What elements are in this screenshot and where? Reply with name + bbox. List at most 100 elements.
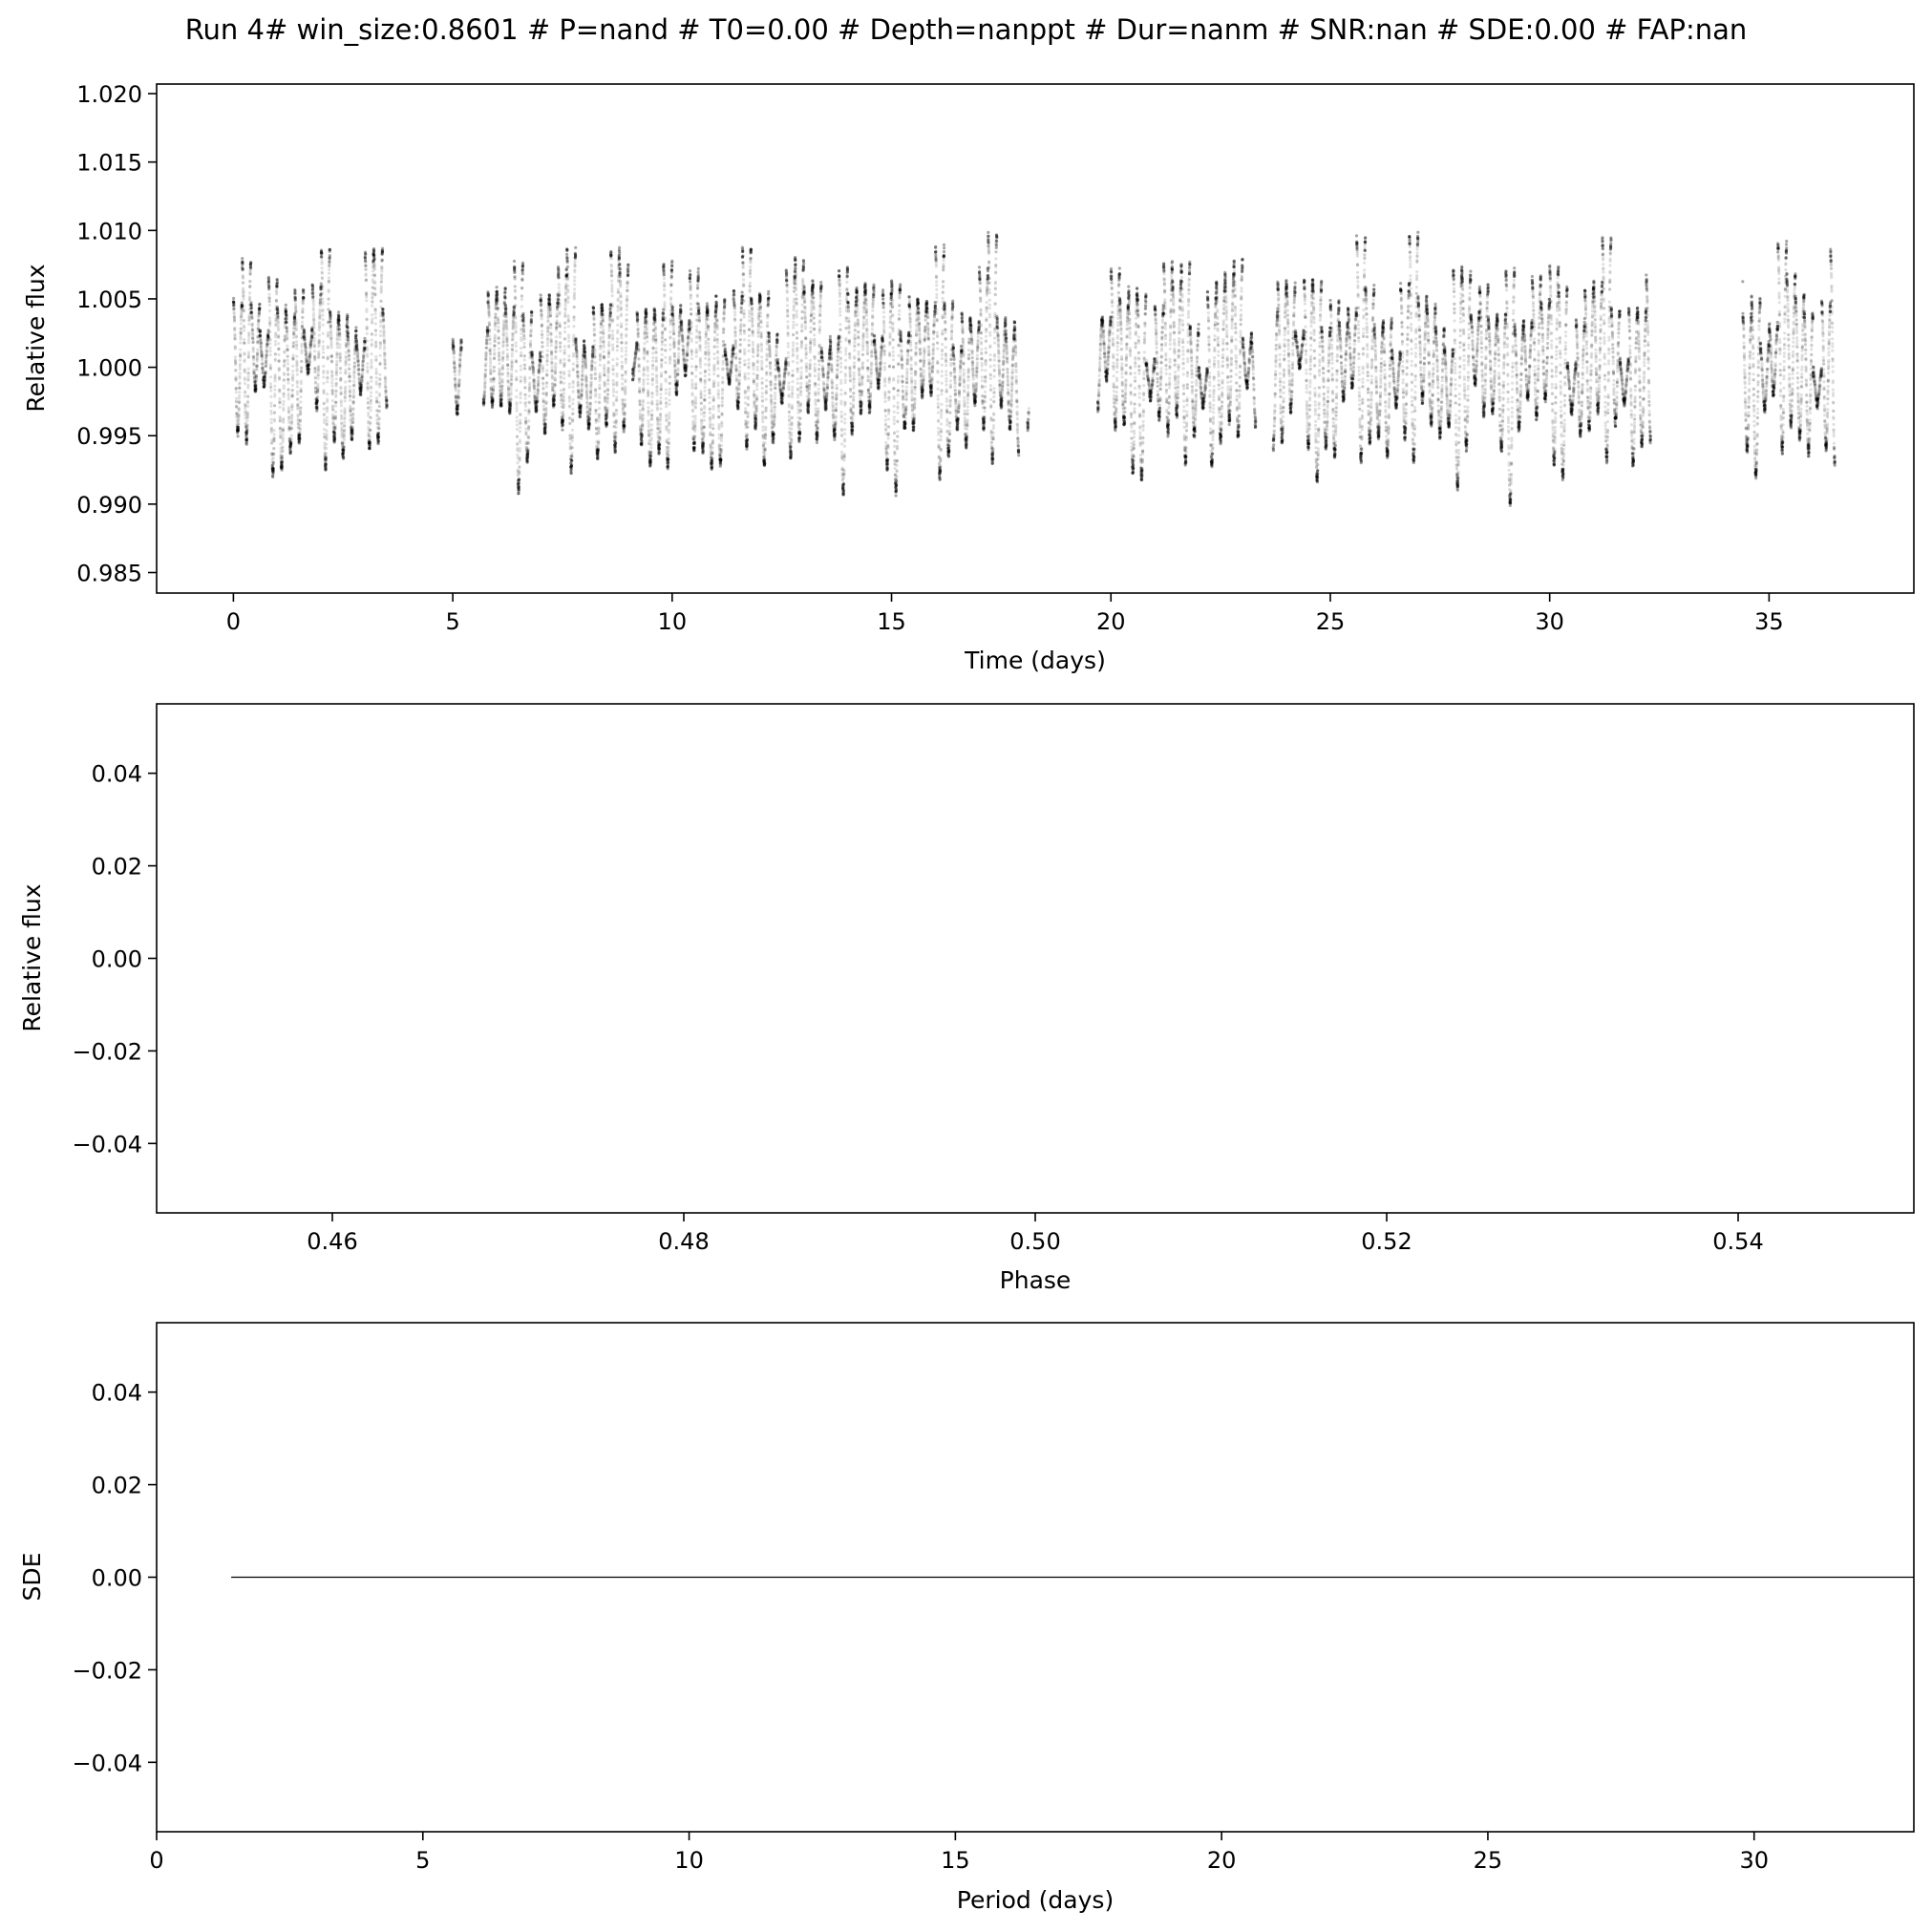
lightcurve-point [328,272,330,275]
lightcurve-point [248,285,251,287]
lightcurve-point [285,304,287,307]
lightcurve-point [343,446,346,449]
lightcurve-point [518,481,520,484]
lightcurve-point [322,324,325,327]
lightcurve-point [523,386,526,389]
lightcurve-point [365,296,368,299]
lightcurve-point [453,356,456,359]
lightcurve-point [362,365,365,368]
lightcurve-point [616,309,619,312]
lightcurve-point [250,307,253,309]
lightcurve-point [555,346,558,349]
lightcurve-point [246,400,249,403]
lightcurve-point [611,329,614,332]
lightcurve-point [283,387,286,390]
lightcurve-point [454,382,456,385]
lightcurve-point [616,315,619,318]
lightcurve-point [291,393,294,395]
lightcurve-point [545,369,548,372]
lightcurve-point [301,310,304,313]
lightcurve-point [321,308,324,311]
lightcurve-point [252,350,255,352]
lightcurve-point [363,353,366,356]
lightcurve-point [265,371,267,373]
lightcurve-point [379,354,382,357]
lightcurve-point [609,311,612,314]
lightcurve-point [328,260,330,263]
lightcurve-point [551,366,554,369]
lightcurve-point [367,412,370,414]
lightcurve-point [593,355,596,358]
lightcurve-point [323,413,326,415]
lightcurve-point [287,362,289,365]
lightcurve-point [598,427,601,430]
lightcurve-point [276,285,279,287]
lightcurve-point [506,368,509,371]
lightcurve-point [611,358,614,361]
lightcurve-point [553,393,556,395]
lightcurve-point [374,355,377,358]
lightcurve-point [258,312,261,315]
lightcurve-point [554,378,557,381]
lightcurve-point [338,329,341,332]
lightcurve-point [339,377,342,380]
lightcurve-point [287,372,289,375]
lightcurve-point [370,359,372,362]
lightcurve-point [550,357,553,360]
lightcurve-point [283,350,286,352]
lightcurve-point [498,358,500,361]
lightcurve-point [326,380,329,383]
lightcurve-point [238,394,241,397]
lightcurve-point [328,280,330,283]
lightcurve-point [329,248,331,251]
lightcurve-point [287,406,290,409]
lightcurve-point [339,360,342,363]
lightcurve-point [498,337,500,340]
lightcurve-point [382,335,385,338]
lightcurve-point [375,383,378,386]
lightcurve-point [287,354,289,357]
lightcurve-point [603,373,605,376]
lightcurve-point [501,344,504,347]
lightcurve-point [296,402,299,405]
lightcurve-point [515,360,518,363]
lightcurve-point [589,384,592,387]
lightcurve-point [298,436,301,439]
lightcurve-point [325,467,328,470]
lightcurve-point [511,336,514,339]
lightcurve-point [605,422,608,425]
lightcurve-point [563,349,566,351]
lightcurve-point [380,300,383,303]
lightcurve-point [530,311,533,314]
lightcurve-point [273,404,276,407]
lightcurve-point [303,329,306,332]
lightcurve-point [598,401,601,404]
lightcurve-point [603,341,605,344]
lightcurve-point [618,252,621,255]
lightcurve-point [515,395,518,398]
lightcurve-point [373,293,376,296]
lightcurve-point [295,347,298,350]
lightcurve-point [528,386,531,389]
lightcurve-point [520,351,522,354]
lightcurve-point [519,401,521,404]
lightcurve-point [522,322,525,325]
lightcurve-point [320,257,323,260]
lightcurve-point [371,343,373,346]
lightcurve-point [243,338,245,341]
lightcurve-point [308,353,311,356]
lightcurve-point [621,373,624,376]
lightcurve-point [369,435,372,438]
lightcurve-point [621,382,624,385]
lightcurve-point [239,368,242,371]
lightcurve-point [320,253,323,256]
lightcurve-point [334,415,337,418]
lightcurve-point [270,421,273,424]
lightcurve-point [325,452,328,455]
lightcurve-point [239,363,242,366]
lightcurve-point [566,290,569,293]
lightcurve-point [454,373,456,376]
lightcurve-point [382,312,385,315]
lightcurve-point [546,356,549,359]
lightcurve-point [559,346,562,349]
